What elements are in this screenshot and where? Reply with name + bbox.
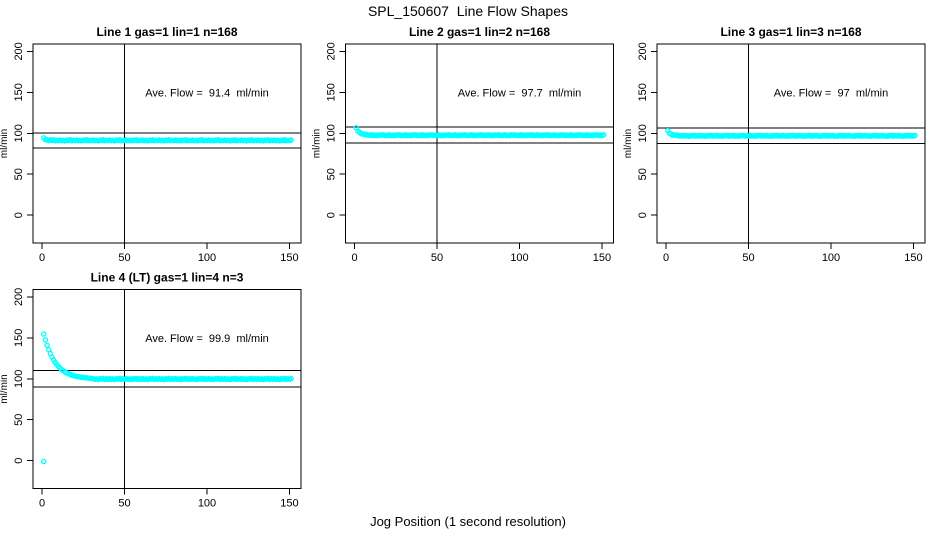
y-tick-label: 0 <box>637 212 649 218</box>
y-tick-label: 200 <box>13 42 25 60</box>
y-axis-unit-label: ml/min <box>312 129 323 158</box>
y-tick-label: 100 <box>13 124 25 142</box>
y-tick-label: 0 <box>13 212 25 218</box>
x-tick-label: 100 <box>198 498 216 510</box>
y-tick-label: 200 <box>637 42 649 60</box>
figure-title: SPL_150607 Line Flow Shapes <box>367 3 569 19</box>
data-point <box>600 132 607 138</box>
x-tick-label: 100 <box>198 252 216 264</box>
data-point <box>44 342 50 348</box>
x-axis-label: Jog Position (1 second resolution) <box>370 514 566 529</box>
x-tick-label: 50 <box>431 252 443 264</box>
data-point <box>912 132 918 139</box>
x-tick-label: 150 <box>280 498 298 510</box>
x-tick-label: 150 <box>904 252 922 264</box>
x-tick-label: 0 <box>39 498 45 510</box>
panel-title: Line 2 gas=1 lin=2 n=168 <box>409 25 550 39</box>
y-tick-label: 0 <box>13 458 25 464</box>
y-tick-label: 100 <box>637 124 649 142</box>
y-tick-label: 150 <box>326 83 338 101</box>
y-axis-unit-label: ml/min <box>623 129 634 158</box>
y-tick-label: 50 <box>13 168 25 180</box>
data-point <box>40 331 47 337</box>
y-tick-label: 150 <box>13 83 25 101</box>
y-tick-label: 0 <box>326 212 338 218</box>
y-tick-label: 200 <box>326 42 338 60</box>
y-axis-unit-label: ml/min <box>0 374 10 403</box>
x-tick-label: 50 <box>118 498 130 510</box>
data-point <box>288 375 294 382</box>
y-tick-label: 50 <box>637 168 649 180</box>
x-tick-label: 0 <box>39 252 45 264</box>
ave-flow-annotation: Ave. Flow = 99.9 ml/min <box>145 333 269 345</box>
x-tick-label: 50 <box>118 252 130 264</box>
y-tick-label: 100 <box>13 370 25 388</box>
y-tick-label: 150 <box>13 329 25 347</box>
x-tick-label: 0 <box>663 252 669 264</box>
ave-flow-annotation: Ave. Flow = 91.4 ml/min <box>145 87 269 99</box>
data-point <box>42 337 49 343</box>
y-tick-label: 150 <box>637 83 649 101</box>
y-tick-label: 50 <box>13 414 25 426</box>
panel-box <box>32 289 302 489</box>
panel-title: Line 3 gas=1 lin=3 n=168 <box>720 25 861 39</box>
data-point <box>288 137 294 143</box>
y-axis-unit-label: ml/min <box>0 129 10 158</box>
y-tick-label: 100 <box>326 124 338 142</box>
panel-title: Line 1 gas=1 lin=1 n=168 <box>96 25 237 39</box>
x-tick-label: 100 <box>510 252 528 264</box>
panel-title: Line 4 (LT) gas=1 lin=4 n=3 <box>91 271 244 285</box>
y-tick-label: 50 <box>326 168 338 180</box>
panel-box <box>32 43 302 244</box>
x-tick-label: 150 <box>280 252 298 264</box>
x-tick-label: 150 <box>593 252 611 264</box>
x-tick-label: 100 <box>822 252 840 264</box>
x-tick-label: 0 <box>352 252 358 264</box>
data-point-outlier <box>40 458 47 465</box>
x-tick-label: 50 <box>742 252 754 264</box>
y-tick-label: 200 <box>13 288 25 306</box>
ave-flow-annotation: Ave. Flow = 97 ml/min <box>774 87 888 99</box>
ave-flow-annotation: Ave. Flow = 97.7 ml/min <box>458 87 582 99</box>
